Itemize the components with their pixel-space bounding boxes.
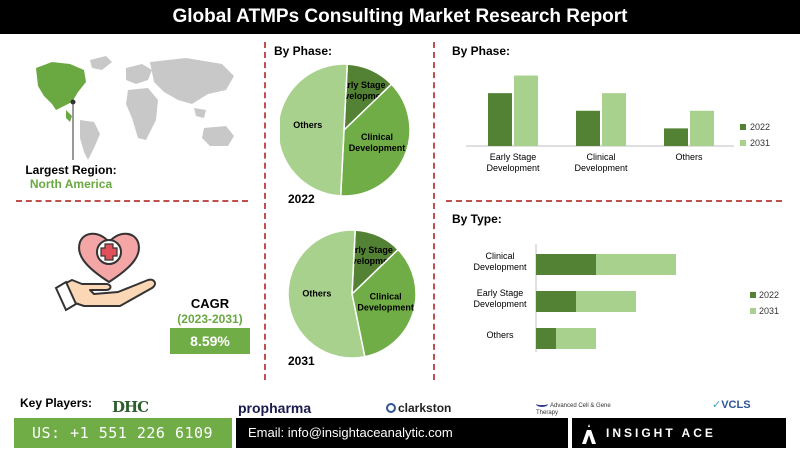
footer-brand-text: INSIGHT ACE ANALYTIC [606,426,716,440]
vcls-check-icon: ✓ [712,399,722,411]
type-bar-chart: Clinical Development Early Stage Developmen… [473,244,779,352]
pie-slice [287,229,366,359]
pie-slice-label: Early Stage Development [340,245,397,266]
bar-segment [556,328,596,349]
logo-acgt: Advanced Cell & Gene Therapy [536,401,616,417]
divider-charts [446,200,782,202]
footer-brand: INSIGHT ACE ANALYTIC [572,418,786,448]
pie-slice [351,248,417,358]
heart-hand-icon [54,232,156,312]
logo-vcls-text: VCLS [721,399,751,411]
bar [602,93,626,146]
footer-email[interactable]: Email: info@insightaceanalytic.com [236,418,568,448]
legend-swatch [750,308,756,314]
key-players-label: Key Players: [20,396,93,410]
legend-swatch [740,140,746,146]
north-america-shape [36,62,86,110]
y-tick-label: Others [486,330,514,340]
phase-bar-chart: Early Stage Development Clinical Developmen… [466,75,770,173]
legend-label: 2022 [759,290,779,300]
logo-clarkston: clarkston [386,401,451,415]
legend-label: 2031 [759,306,779,316]
pie-slice-label: Clinical Development [357,291,414,312]
footer-phone[interactable]: US: +1 551 226 6109 [14,418,232,448]
page-title: Global ATMPs Consulting Market Research … [0,0,800,34]
bar [514,75,538,146]
y-tick-label: Clinical Development [473,251,527,272]
divider-right [433,42,435,380]
legend-swatch [750,292,756,298]
largest-region-value: North America [29,177,113,191]
y-tick-label: Early Stage Development [473,288,527,309]
type-bar-title: By Type: [452,212,502,226]
legend-label: 2031 [750,138,770,148]
bar-segment [596,254,676,275]
pie-slice [280,63,349,197]
pie-slice-label: Others [302,289,331,299]
pie-slice-label: Others [293,120,322,130]
brand-logo-icon [582,423,596,444]
phase-bar-title: By Phase: [452,44,511,58]
bar-segment [576,291,636,312]
bar [576,110,600,146]
bar [488,93,512,146]
logo-acgt-text: Advanced Cell & Gene Therapy [536,403,611,416]
x-tick-label: Clinical Development [574,152,628,173]
pie-slice-label: Early Stage Development [333,80,390,101]
bar [690,110,714,146]
bar-segment [536,328,556,349]
logo-propharma-text: propharma [238,400,312,416]
legend-label: 2022 [750,122,770,132]
clarkston-ring-icon [386,403,396,413]
cagr-value: 8.59% [170,328,250,354]
logo-propharma: propharma [238,400,311,416]
cagr-title: CAGR [190,296,230,311]
bar-segment [536,254,596,275]
acgt-swoosh-icon [536,401,548,407]
phase-pie-title: By Phase: [274,44,333,58]
pie-slice [339,83,411,197]
pie-slice-label: Clinical Development [349,132,406,153]
divider-left [264,42,266,380]
pie-2022-year-label: 2022 [288,192,315,206]
world-map [36,56,234,160]
logo-clarkston-text: clarkston [398,401,452,415]
logo-dhc: DHC [112,398,149,416]
pie-chart-2022: Early Stage Development Clinical Developmen… [280,63,411,197]
divider-region [16,200,248,202]
bar-segment [536,291,576,312]
largest-region-label: Largest Region: [25,163,117,177]
cagr-period: (2023-2031) [177,312,243,326]
bar [664,128,688,146]
x-tick-label: Others [675,152,703,162]
logo-vcls: ✓VCLS [712,398,751,411]
x-tick-label: Early Stage Development [486,152,540,173]
pie-chart-2031: Early Stage Development Clinical Developmen… [287,229,417,359]
legend-swatch [740,124,746,130]
logo-dhc-text: DHC [112,398,149,416]
pie-2031-year-label: 2031 [288,354,315,368]
